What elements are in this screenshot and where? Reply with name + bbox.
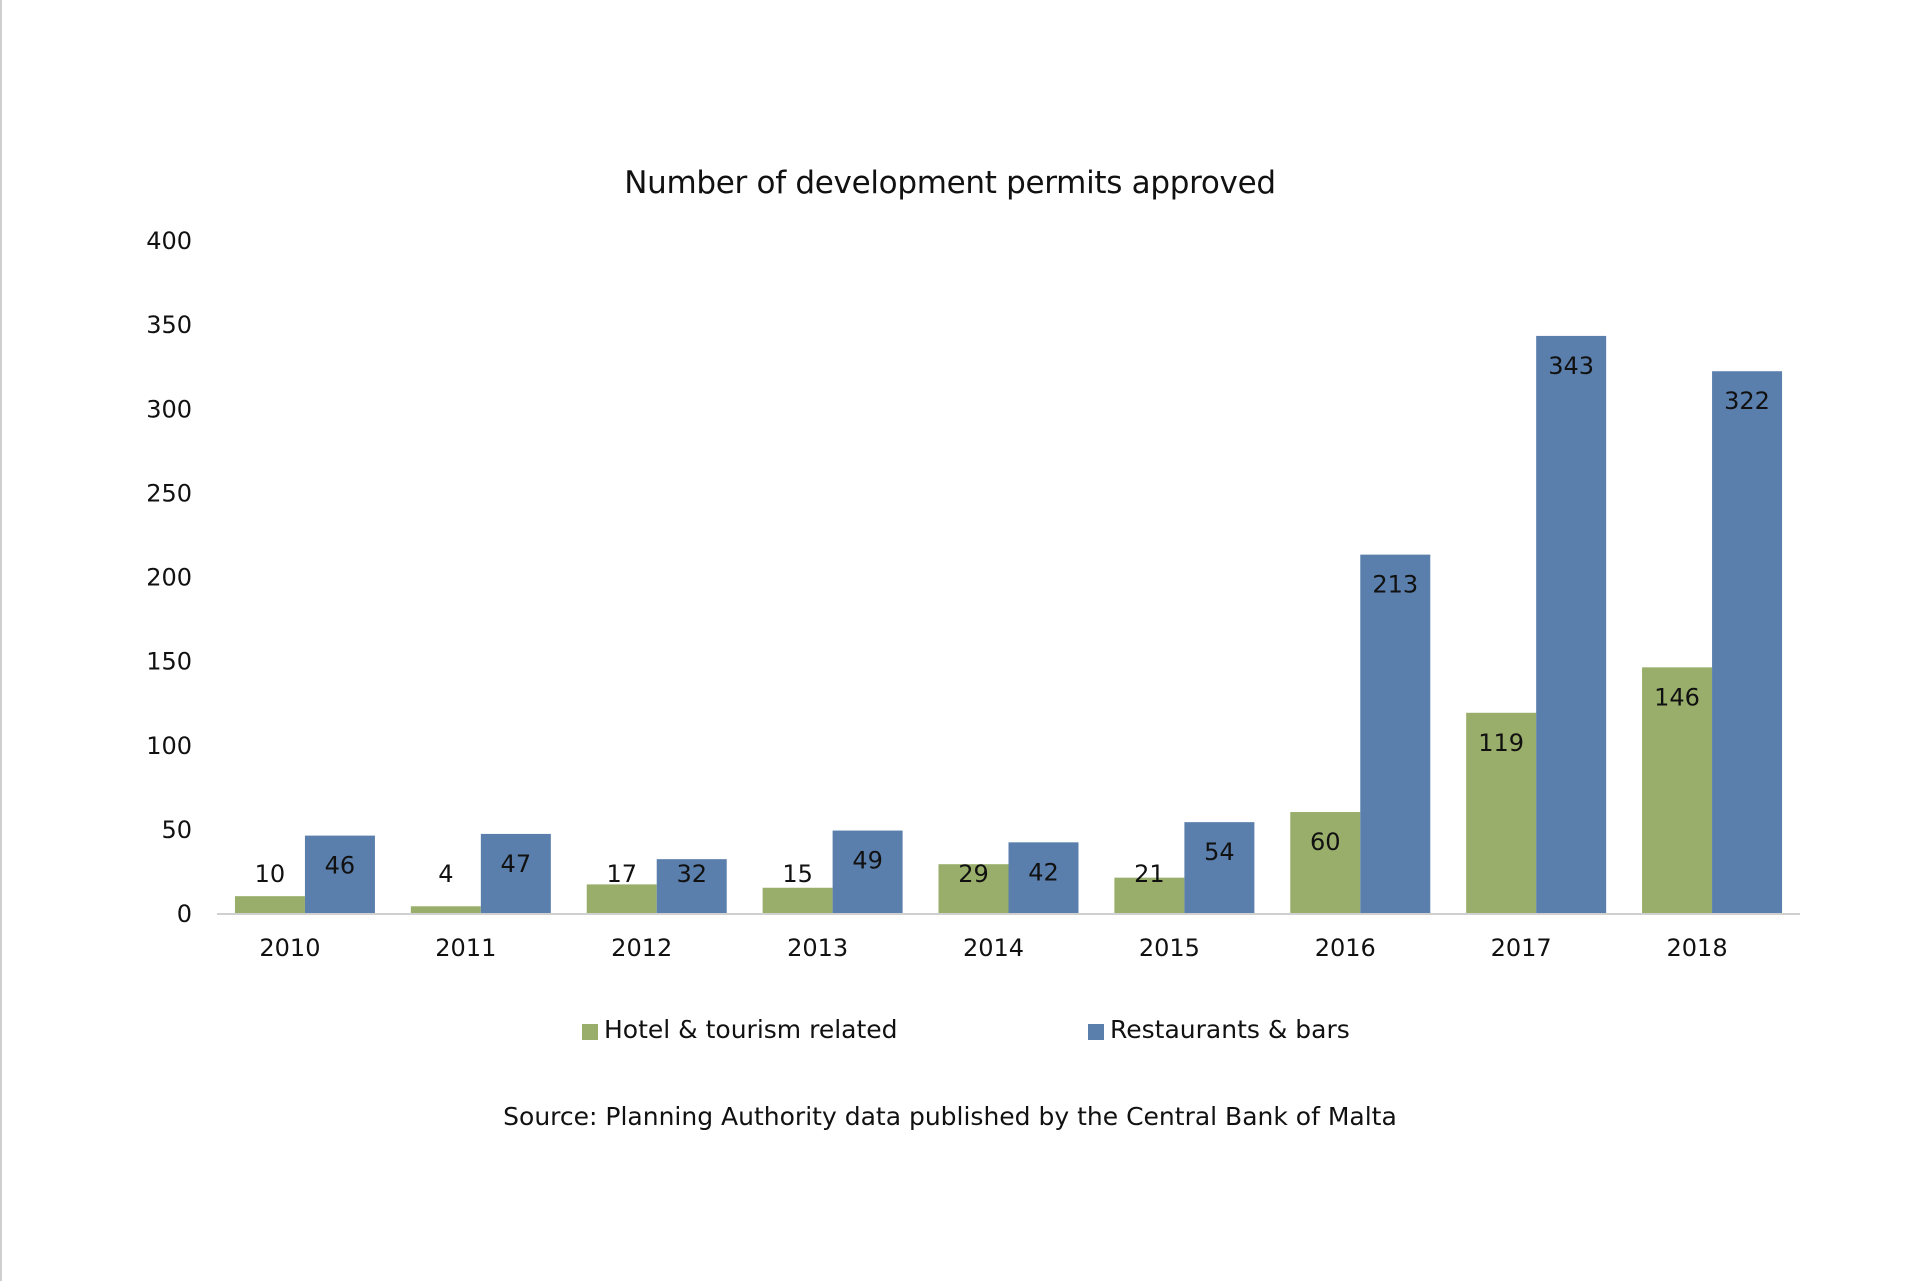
bar-hotel-2014: [938, 864, 1009, 913]
legend-swatch-restaurants: [1088, 1023, 1104, 1040]
bar-restaurants-2016: [1360, 554, 1431, 913]
x-tick-label: 2010: [259, 934, 320, 962]
x-tick-label: 2017: [1491, 934, 1552, 962]
x-tick-label: 2018: [1667, 934, 1728, 962]
y-tick-label: 300: [146, 395, 192, 423]
bar-chart: 0 50 100 150 200 250 300 350 400 10 46 4 47 17 32 15 49 2…: [146, 227, 1800, 962]
bar-restaurants-2015: [1184, 822, 1255, 913]
data-label-hotel-2017: 119: [1478, 729, 1524, 757]
bar-hotel-2012: [586, 884, 657, 913]
bar-restaurants-2017: [1536, 335, 1607, 914]
chart-title: Number of development permits approved: [624, 165, 1276, 201]
data-label-hotel-2016: 60: [1310, 828, 1341, 856]
y-tick-label: 200: [146, 564, 192, 592]
data-label-hotel-2011: 4: [438, 860, 453, 888]
x-tick-label: 2012: [611, 934, 672, 962]
data-label-restaurants-2012: 32: [676, 860, 707, 888]
chart-legend: Hotel & tourism related Restaurants & ba…: [0, 1015, 1920, 1055]
bar-hotel-2016: [1290, 812, 1361, 913]
bar-restaurants-2018: [1712, 371, 1783, 913]
data-label-restaurants-2016: 213: [1372, 571, 1418, 599]
frame-border: [0, 0, 2, 1281]
data-label-restaurants-2014: 42: [1028, 858, 1059, 886]
data-label-restaurants-2018: 322: [1724, 387, 1770, 415]
legend-item-hotel: Hotel & tourism related: [582, 1015, 898, 1044]
data-label-hotel-2013: 15: [782, 860, 813, 888]
y-tick-label: 350: [146, 311, 192, 339]
data-label-restaurants-2013: 49: [852, 847, 883, 875]
data-label-restaurants-2010: 46: [325, 852, 356, 880]
bar-hotel-2013: [762, 887, 833, 913]
bar-hotel-2018: [1642, 667, 1713, 913]
x-tick-label: 2013: [787, 934, 848, 962]
bar-hotel-2015: [1114, 877, 1185, 913]
data-label-restaurants-2015: 54: [1204, 838, 1235, 866]
data-label-hotel-2015: 21: [1134, 860, 1165, 888]
y-tick-label: 400: [146, 227, 192, 255]
x-tick-label: 2011: [435, 934, 496, 962]
data-label-hotel-2014: 29: [958, 860, 989, 888]
legend-swatch-hotel: [582, 1023, 598, 1040]
data-label-restaurants-2017: 343: [1548, 352, 1594, 380]
x-tick-label: 2015: [1139, 934, 1200, 962]
legend-item-restaurants: Restaurants & bars: [1088, 1015, 1350, 1044]
legend-label-hotel: Hotel & tourism related: [604, 1015, 898, 1044]
bar-hotel-2011: [410, 906, 481, 913]
source-note: Source: Planning Authority data publishe…: [503, 1102, 1397, 1131]
x-tick-label: 2014: [963, 934, 1024, 962]
y-tick-label: 250: [146, 479, 192, 507]
bar-restaurants-2014: [1008, 842, 1079, 913]
data-label-hotel-2018: 146: [1654, 683, 1700, 711]
data-label-restaurants-2011: 47: [501, 850, 532, 878]
y-tick-label: 50: [161, 816, 192, 844]
y-tick-label: 100: [146, 732, 192, 760]
y-tick-label: 150: [146, 648, 192, 676]
bar-restaurants-2010: [304, 835, 375, 913]
bar-restaurants-2011: [480, 833, 551, 913]
x-tick-label: 2016: [1315, 934, 1376, 962]
data-label-hotel-2010: 10: [255, 860, 286, 888]
data-label-hotel-2012: 17: [606, 860, 637, 888]
y-tick-label: 0: [177, 900, 192, 928]
bar-hotel-2010: [234, 896, 305, 913]
bar-restaurants-2012: [656, 859, 727, 913]
legend-label-restaurants: Restaurants & bars: [1110, 1015, 1350, 1044]
bar-hotel-2017: [1466, 712, 1537, 913]
bar-restaurants-2013: [832, 830, 903, 913]
